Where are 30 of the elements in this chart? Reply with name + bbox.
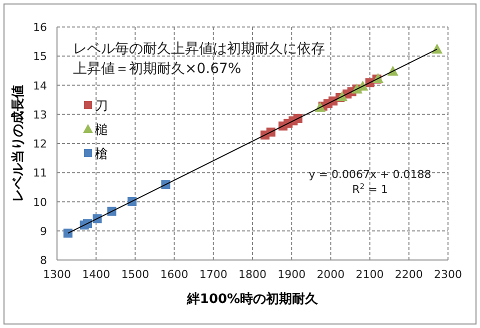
x-tick-label: 2200 <box>394 268 423 281</box>
annotation: R$^{2}$ = 1 <box>352 182 388 196</box>
y-tick-label: 16 <box>33 21 47 34</box>
x-tick-label: 1500 <box>121 268 150 281</box>
x-tick-label: 2100 <box>356 268 384 281</box>
x-tick-label: 2300 <box>434 268 462 281</box>
y-axis-title: レベル当りの成長値 <box>11 85 26 202</box>
x-tick-label: 1700 <box>199 268 228 281</box>
x-tick-label: 1600 <box>160 268 188 281</box>
y-tick-label: 10 <box>33 196 47 209</box>
x-tick-label: 1800 <box>238 268 266 281</box>
x-axis-title: 絆100%時の初期耐久 <box>186 291 320 307</box>
annotation: y = 0.0067x + 0.0188 <box>308 168 432 181</box>
y-tick-label: 11 <box>33 166 47 180</box>
y-tick-label: 15 <box>33 50 47 64</box>
annotation: レベル毎の耐久上昇値は初期耐久に依存 <box>73 41 325 57</box>
y-tick-label: 8 <box>40 254 47 267</box>
legend-label: 槍 <box>95 147 108 162</box>
x-tick-label: 1900 <box>278 268 306 281</box>
annotation: 上昇値＝初期耐久×0.67% <box>73 61 242 77</box>
y-tick-label: 9 <box>40 224 47 238</box>
point <box>63 228 72 238</box>
x-tick-label: 1400 <box>82 268 110 281</box>
legend-label: 槌 <box>95 123 108 138</box>
y-tick-label: 14 <box>33 79 47 92</box>
y-tick-label: 12 <box>33 138 47 150</box>
x-tick-label: 2000 <box>316 268 345 281</box>
legend-label: 刀 <box>95 99 108 114</box>
x-tick-label: 1300 <box>43 268 71 281</box>
y-tick-label: 13 <box>33 108 47 122</box>
